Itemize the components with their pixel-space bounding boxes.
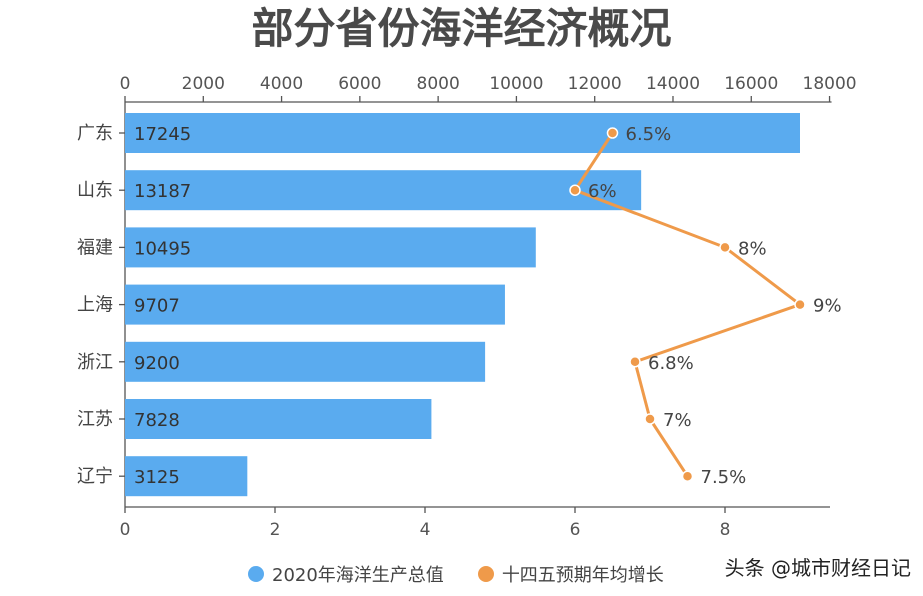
growth-point xyxy=(794,298,806,311)
chart-title: 部分省份海洋经济概况 xyxy=(251,4,672,53)
bar xyxy=(125,456,248,497)
legend: 2020年海洋生产总值 十四五预期年均增长 xyxy=(248,560,698,588)
growth-point xyxy=(719,241,731,254)
top-axis-tick-label: 6000 xyxy=(338,74,381,94)
top-axis-tick-label: 16000 xyxy=(724,74,778,94)
bottom-axis-tick-label: 2 xyxy=(270,520,281,540)
legend-item-growth[interactable]: 十四五预期年均增长 xyxy=(477,561,664,587)
category-label: 辽宁 xyxy=(77,466,113,487)
bar-value-label: 3125 xyxy=(134,467,180,488)
bar xyxy=(125,399,432,439)
bottom-axis-tick-label: 6 xyxy=(570,520,581,540)
top-axis-tick-label: 8000 xyxy=(417,74,460,94)
legend-item-gdp[interactable]: 2020年海洋生产总值 xyxy=(248,561,444,587)
bar xyxy=(125,227,536,268)
growth-point-label: 6.8% xyxy=(648,353,694,374)
top-axis-tick-label: 10000 xyxy=(489,74,543,94)
growth-point-label: 8% xyxy=(738,238,767,259)
legend-label-growth: 十四五预期年均增长 xyxy=(501,565,664,586)
bar-value-label: 13187 xyxy=(134,181,191,202)
watermark: 头条 @城市财经日记 xyxy=(724,556,911,580)
bar xyxy=(125,341,486,382)
bottom-axis-tick-label: 4 xyxy=(420,520,431,540)
growth-point xyxy=(606,127,619,139)
bottom-axis-tick-label: 0 xyxy=(120,520,131,540)
growth-point-label: 9% xyxy=(813,296,842,317)
top-axis-tick-label: 12000 xyxy=(568,74,622,94)
category-label: 浙江 xyxy=(77,352,113,373)
growth-point-label: 6.5% xyxy=(626,124,672,145)
bar-value-label: 10495 xyxy=(134,238,191,259)
bar-value-label: 9707 xyxy=(134,296,180,317)
bar-value-label: 7828 xyxy=(134,410,180,431)
category-label: 江苏 xyxy=(77,409,113,430)
category-label: 福建 xyxy=(77,237,113,258)
bar-value-label: 9200 xyxy=(134,353,180,374)
top-axis-tick-label: 14000 xyxy=(646,74,700,94)
legend-marker-gdp xyxy=(248,566,264,582)
top-axis-tick-label: 18000 xyxy=(803,74,857,94)
top-axis-tick-label: 2000 xyxy=(182,74,225,94)
bar-value-label: 17245 xyxy=(134,124,191,145)
category-label: 山东 xyxy=(77,180,113,201)
top-axis-tick-label: 4000 xyxy=(260,74,303,94)
growth-point-label: 6% xyxy=(588,181,617,202)
growth-point-label: 7% xyxy=(663,410,692,431)
growth-point-label: 7.5% xyxy=(701,467,747,488)
growth-point xyxy=(629,356,641,368)
legend-label-gdp: 2020年海洋生产总值 xyxy=(272,565,444,586)
growth-point xyxy=(644,413,656,425)
legend-marker-growth xyxy=(477,566,494,582)
growth-point xyxy=(569,184,581,196)
bar xyxy=(125,113,800,153)
category-label: 广东 xyxy=(77,123,113,144)
top-axis-tick-label: 0 xyxy=(120,74,131,94)
growth-point xyxy=(681,470,694,482)
bottom-axis-tick-label: 8 xyxy=(720,520,731,540)
category-label: 上海 xyxy=(77,295,113,316)
bar xyxy=(125,170,642,211)
bar xyxy=(125,284,505,325)
